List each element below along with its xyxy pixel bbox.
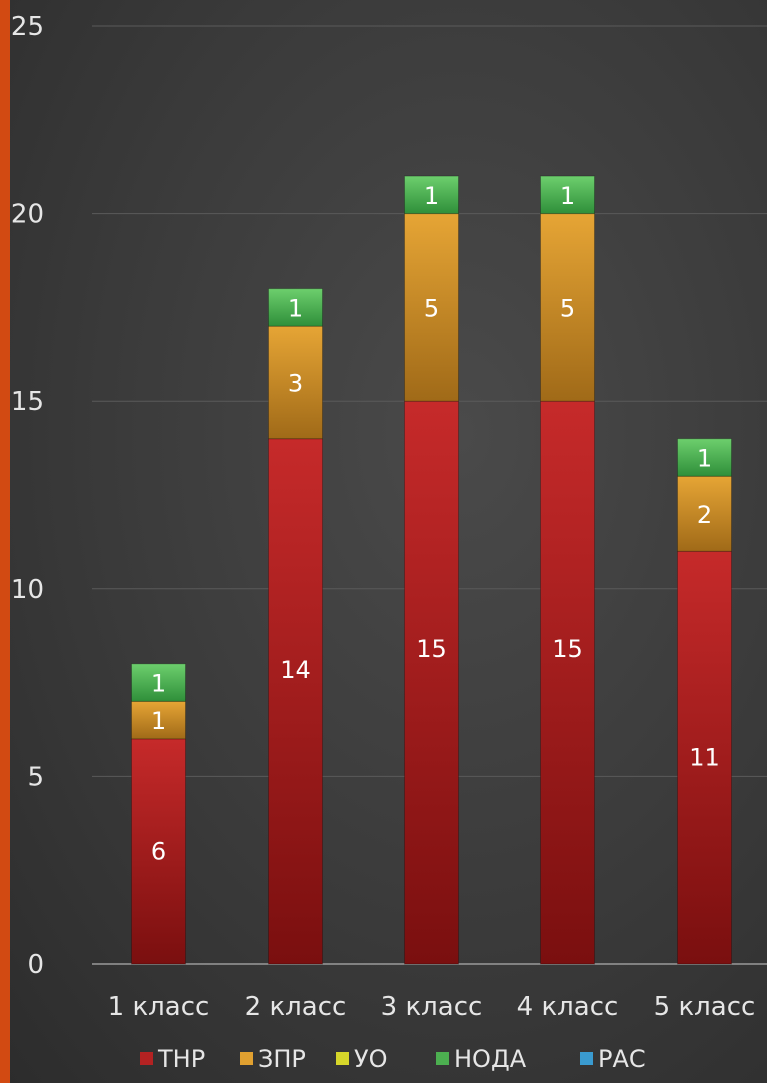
legend-swatch [436,1052,449,1065]
y-tick-label: 0 [27,950,44,980]
y-axis-ticks: 0 5 10 15 20 25 [11,12,44,980]
legend-swatch [240,1052,253,1065]
legend-label: УО [354,1045,388,1073]
legend-swatch [336,1052,349,1065]
legend-swatch [140,1052,153,1065]
data-label: 15 [416,635,447,663]
bar-segment [677,550,732,965]
bar-segment [540,400,595,965]
bar-segment [540,213,595,402]
accent-bar [0,0,10,1083]
legend-label: ТНР [157,1045,205,1073]
x-category-label: 2 класс [245,992,347,1022]
data-label: 1 [151,670,166,698]
data-label: 3 [288,369,303,397]
legend: ТНР ЗПР УО НОДА РАС [140,1045,646,1073]
legend-swatch [580,1052,593,1065]
y-tick-label: 5 [27,762,44,792]
y-tick-label: 10 [11,575,44,605]
x-category-label: 3 класс [381,992,483,1022]
data-label: 15 [552,635,583,663]
bar-segment [268,325,323,440]
data-label: 5 [560,294,575,322]
data-label: 1 [151,707,166,735]
legend-label: НОДА [454,1045,527,1073]
data-label: 14 [280,656,311,684]
bar-segment [131,700,186,740]
x-category-label: 4 класс [517,992,619,1022]
y-tick-label: 20 [11,200,44,230]
data-label: 2 [697,501,712,529]
y-tick-label: 15 [11,387,44,417]
data-label: 1 [697,444,712,472]
bar-segment [268,438,323,965]
x-category-label: 5 класс [654,992,756,1022]
data-label: 1 [288,294,303,322]
bar-segment [404,213,459,402]
bar-segment [404,400,459,965]
bar-segment [677,438,732,477]
x-axis-categories: 1 класс 2 класс 3 класс 4 класс 5 класс [108,992,756,1022]
data-label: 1 [560,182,575,210]
legend-label: РАС [598,1045,646,1073]
bar-segment [268,288,323,327]
data-label: 1 [424,182,439,210]
bar-segment [677,475,732,552]
y-tick-label: 25 [11,12,44,42]
bar-segment [131,663,186,702]
bar-segment [540,175,595,215]
data-label: 6 [151,837,166,865]
data-label: 11 [689,744,720,772]
data-label: 5 [424,294,439,322]
legend-label: ЗПР [258,1045,306,1073]
x-category-label: 1 класс [108,992,210,1022]
bars [131,175,732,965]
bar-segment [404,175,459,215]
